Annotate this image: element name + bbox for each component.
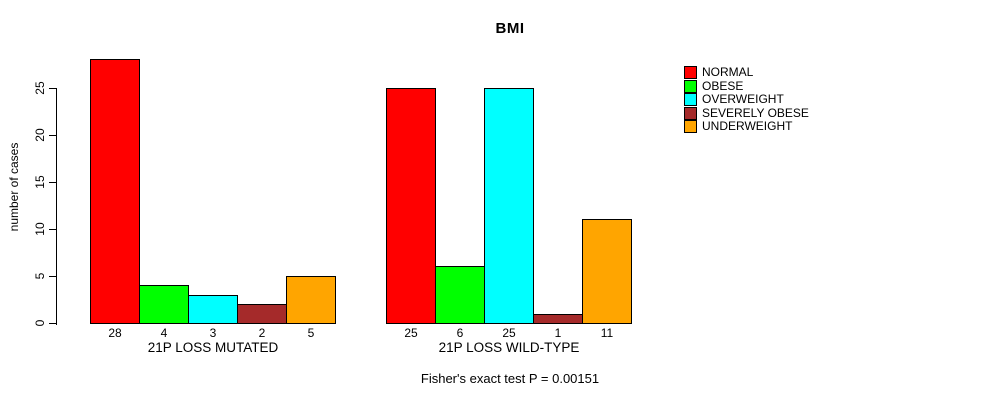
- bar-overweight: [484, 88, 534, 324]
- bar-normal: [386, 88, 436, 324]
- bar-normal: [90, 59, 140, 324]
- legend-swatch: [684, 66, 697, 80]
- legend-label: SEVERELY OBESE: [702, 105, 809, 120]
- y-axis-tick: [49, 182, 57, 183]
- legend-item: SEVERELY OBESE: [684, 105, 809, 121]
- y-axis-tick: [49, 323, 57, 324]
- y-axis-tick: [49, 229, 57, 230]
- bar-underweight: [582, 219, 632, 324]
- y-axis-tick-label: 20: [33, 128, 47, 142]
- group-label: 21P LOSS MUTATED: [147, 340, 279, 355]
- bar-value-label: 25: [502, 326, 516, 340]
- y-axis-tick-label: 15: [33, 175, 47, 189]
- bar-obese: [139, 285, 189, 324]
- y-axis-line: [56, 88, 57, 325]
- y-axis-tick: [49, 276, 57, 277]
- bar-value-label: 3: [209, 326, 217, 340]
- y-axis-tick-label: 0: [33, 319, 47, 327]
- legend-swatch: [684, 106, 697, 120]
- bar-overweight: [188, 295, 238, 324]
- legend-item: UNDERWEIGHT: [684, 120, 809, 134]
- bar-value-label: 25: [404, 326, 418, 340]
- y-axis-tick: [49, 88, 57, 89]
- bar-value-label: 2: [258, 326, 266, 340]
- y-axis-tick: [49, 135, 57, 136]
- y-axis-tick-label: 25: [33, 81, 47, 95]
- legend-swatch: [684, 120, 697, 134]
- bar-severely-obese: [533, 314, 583, 324]
- chart-title: BMI: [495, 20, 525, 37]
- y-axis-tick-label: 5: [33, 272, 47, 280]
- legend-item: OBESE: [684, 78, 809, 94]
- bar-obese: [435, 266, 485, 324]
- legend: NORMAL OBESE OVERWEIGHT SEVERELY OBESE UNDER…: [684, 66, 809, 134]
- legend-swatch: [684, 93, 697, 107]
- legend-label: UNDERWEIGHT: [702, 119, 793, 134]
- y-axis-tick-label: 10: [33, 222, 47, 236]
- group-label: 21P LOSS WILD-TYPE: [438, 340, 580, 355]
- legend-item: OVERWEIGHT: [684, 93, 809, 107]
- bar-underweight: [286, 276, 336, 324]
- bar-value-label: 6: [456, 326, 464, 340]
- bar-value-label: 4: [160, 326, 168, 340]
- bar-severely-obese: [237, 304, 287, 324]
- bar-value-label: 28: [108, 326, 122, 340]
- bar-value-label: 5: [307, 326, 315, 340]
- fisher-test-annotation: Fisher's exact test P = 0.00151: [420, 371, 600, 386]
- legend-swatch: [684, 79, 697, 93]
- bar-value-label: 1: [554, 326, 562, 340]
- legend-label: OVERWEIGHT: [702, 92, 784, 107]
- bar-value-label: 11: [600, 326, 614, 340]
- legend-label: NORMAL: [702, 65, 754, 80]
- legend-label: OBESE: [702, 78, 744, 93]
- legend-item: NORMAL: [684, 66, 809, 80]
